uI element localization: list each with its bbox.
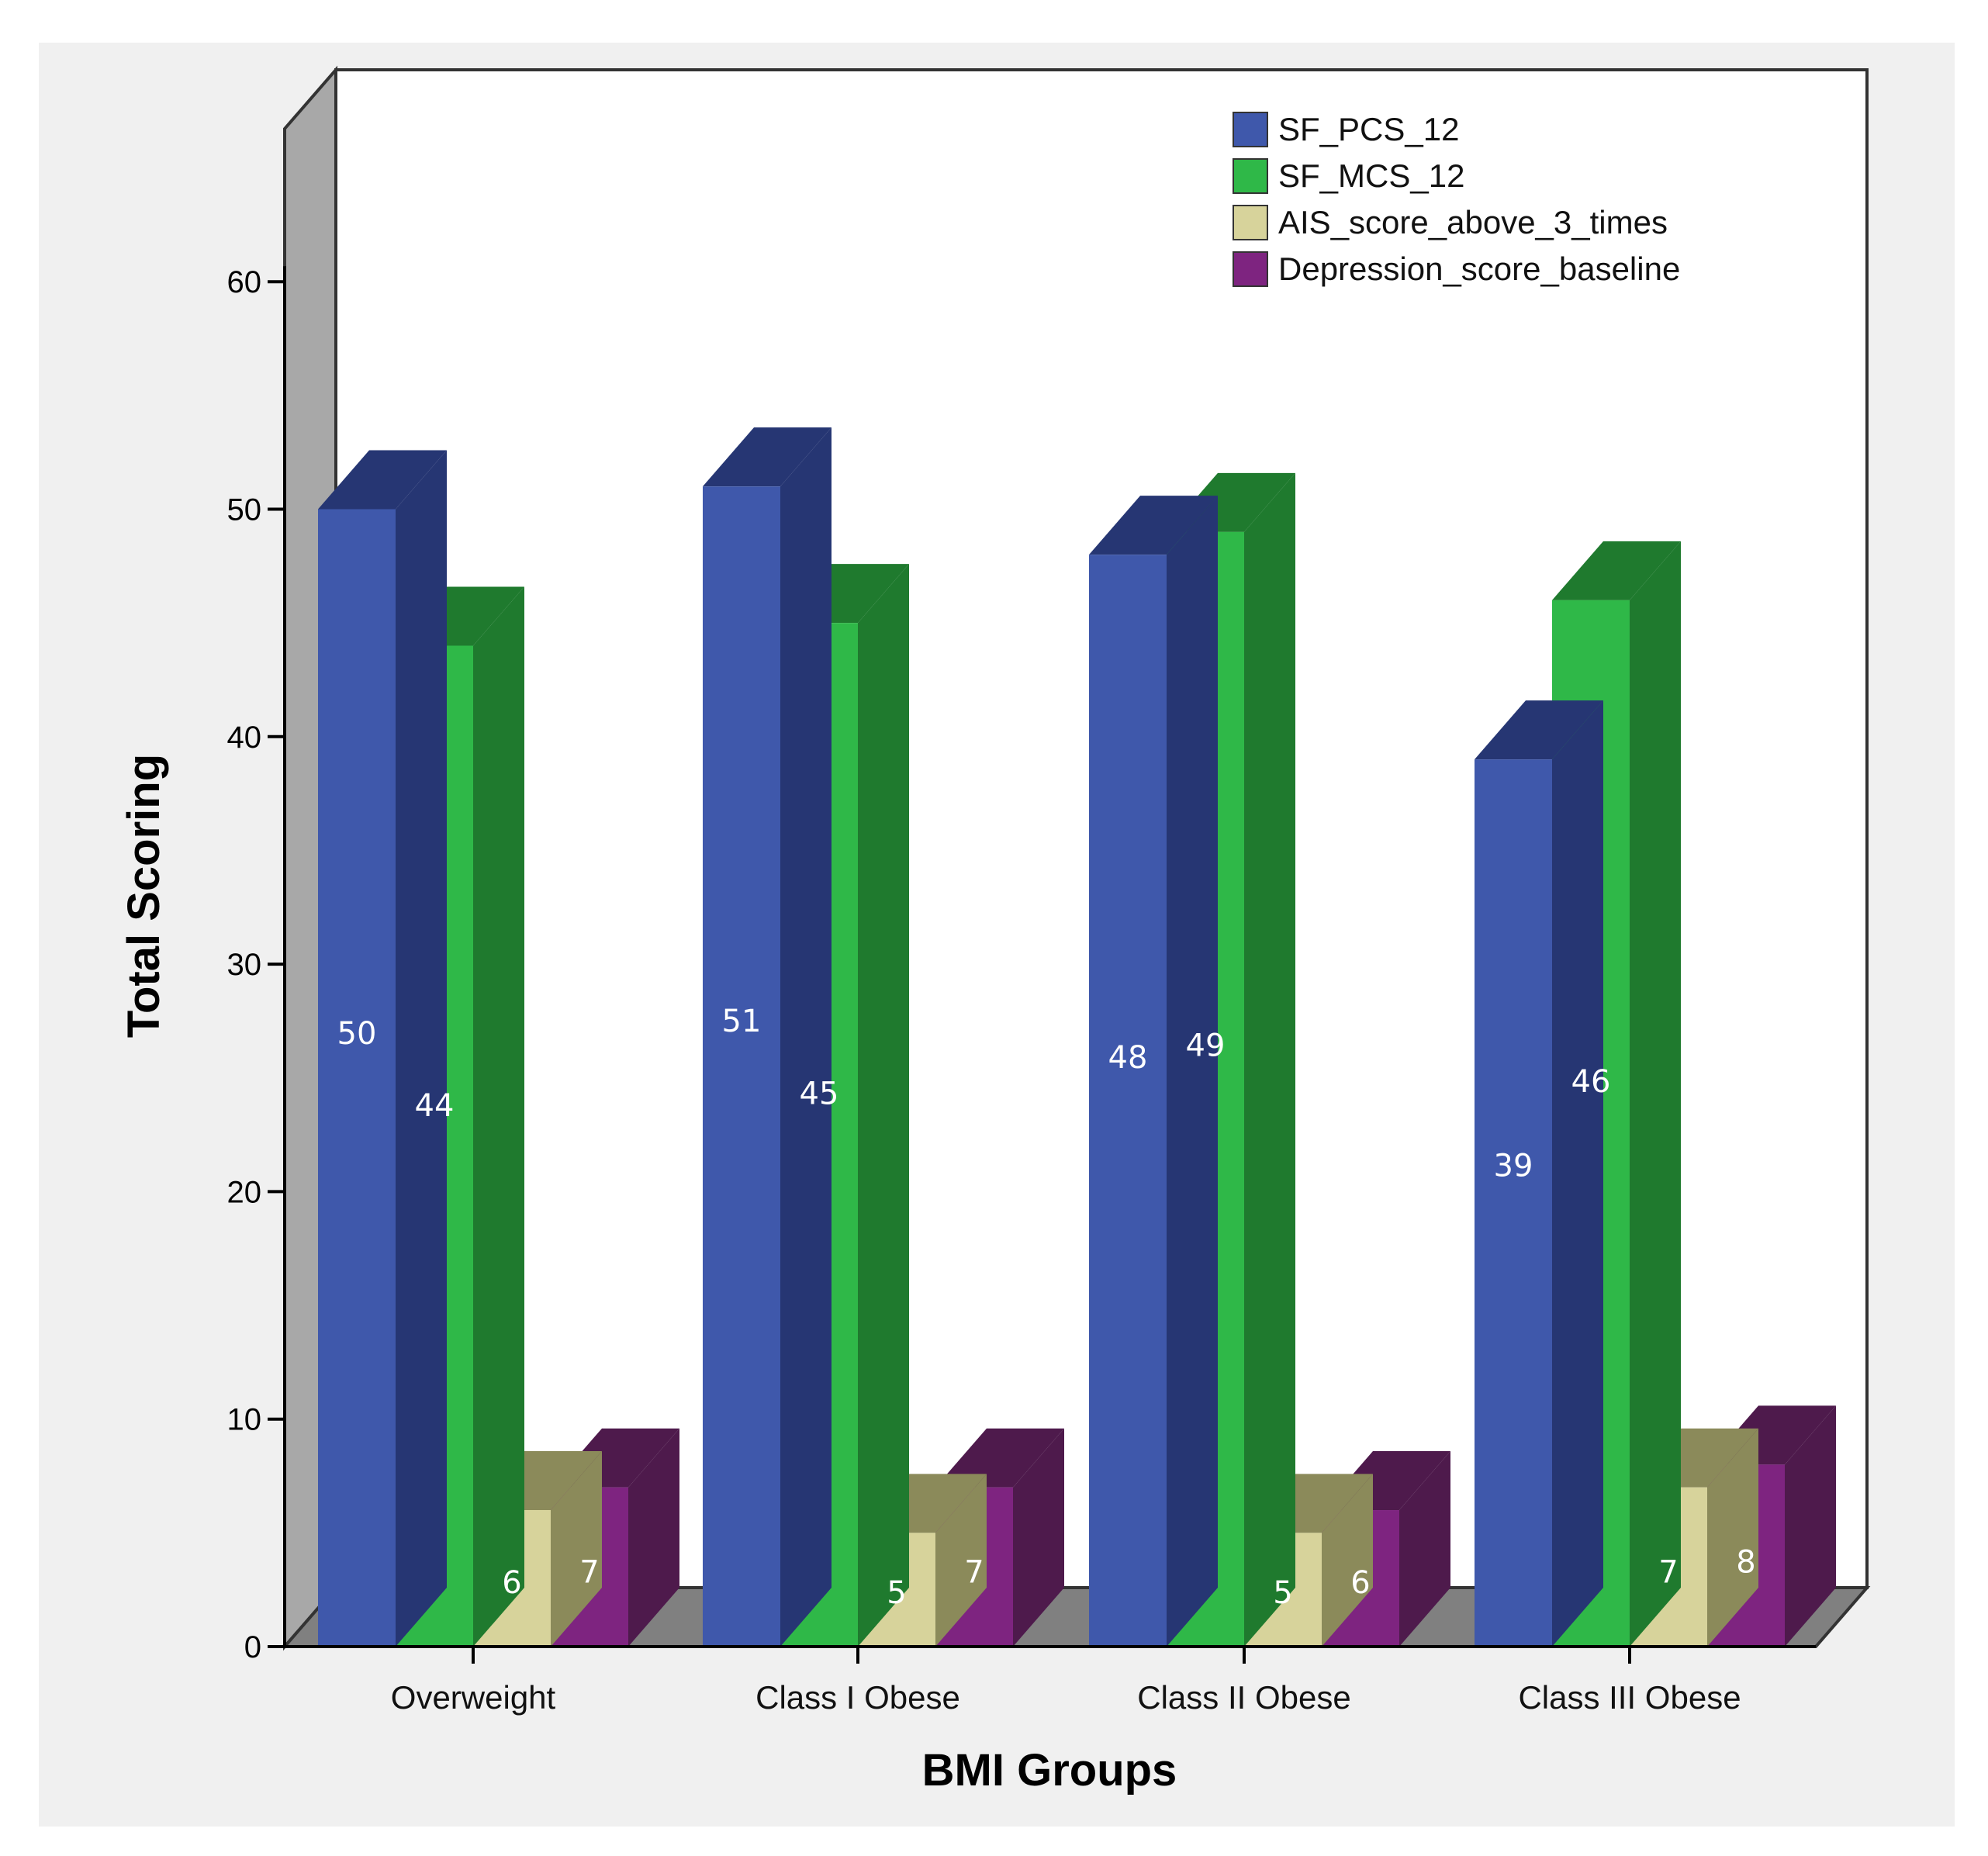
data-label: 7 (1658, 1555, 1678, 1591)
x-tick-label: Class III Obese (1518, 1679, 1741, 1716)
bar-side-face (1013, 1428, 1064, 1647)
bar-side-face (1552, 700, 1603, 1647)
bar-front-face (1089, 555, 1167, 1647)
legend-label: Depression_score_baseline (1278, 251, 1680, 287)
data-label: 6 (502, 1565, 521, 1601)
legend-label: SF_MCS_12 (1278, 157, 1464, 194)
bar-side-face (396, 450, 447, 1647)
y-tick-label: 50 (227, 493, 262, 527)
y-tick-label: 20 (227, 1175, 262, 1209)
bar-side-face (858, 564, 909, 1647)
bar-side-face (1244, 472, 1295, 1647)
bar-top-face (1089, 496, 1218, 555)
bar-side-face (935, 1474, 987, 1647)
y-axis-title: Total Scoring (119, 754, 169, 1038)
bar-side-face (1399, 1451, 1450, 1647)
data-label: 39 (1494, 1149, 1533, 1184)
data-label: 7 (579, 1555, 599, 1591)
data-label: 8 (1736, 1544, 1755, 1580)
bar-side-face (551, 1451, 602, 1647)
bar-top-face (1552, 541, 1681, 600)
legend-swatch (1233, 112, 1268, 147)
bar-side-face (628, 1428, 679, 1647)
data-label: 5 (887, 1575, 906, 1611)
data-label: 48 (1108, 1040, 1148, 1076)
bar-side-face (1167, 496, 1218, 1647)
bar-side-face (1785, 1405, 1836, 1647)
legend: SF_PCS_12 SF_MCS_12 AIS_score_above_3_time… (1233, 111, 1680, 287)
bar-front-face (703, 486, 780, 1647)
legend-swatch (1233, 205, 1268, 240)
x-axis: Overweight Class I Obese Class II Obese Cla… (285, 1645, 1816, 1716)
bar (318, 450, 447, 1647)
x-tick-label: Overweight (391, 1679, 556, 1716)
bar-side-face (1630, 541, 1681, 1647)
bar-top-face (703, 427, 832, 487)
y-axis: 0 10 20 30 40 50 60 (227, 265, 286, 1664)
data-label: 45 (800, 1076, 839, 1111)
bar (703, 427, 832, 1647)
y-tick-label: 60 (227, 265, 262, 299)
bar-front-face (318, 509, 396, 1647)
bar-side-face (473, 586, 524, 1647)
bar-front-face (1475, 759, 1552, 1647)
y-tick-label: 40 (227, 721, 262, 755)
bar-top-face (935, 1428, 1064, 1488)
x-axis-title: BMI Groups (922, 1745, 1177, 1796)
bar-top-face (318, 450, 447, 510)
bar-side-face (1707, 1428, 1758, 1647)
bar-side-face (780, 427, 832, 1647)
legend-label: AIS_score_above_3_times (1278, 204, 1668, 240)
bar (1089, 496, 1218, 1647)
data-label: 7 (964, 1555, 984, 1591)
bar-side-face (1322, 1474, 1373, 1647)
y-tick-label: 0 (244, 1630, 261, 1664)
y-tick-label: 30 (227, 948, 262, 982)
data-label: 44 (415, 1088, 455, 1124)
legend-swatch (1233, 158, 1268, 194)
data-label: 46 (1571, 1064, 1611, 1100)
data-label: 6 (1350, 1565, 1370, 1601)
data-label: 50 (337, 1016, 377, 1052)
bar-top-face (1475, 700, 1603, 760)
bar-group: 50 44 6 7 51 45 5 7 48 49 5 6 39 46 7 8 (318, 427, 1836, 1647)
data-label: 5 (1273, 1575, 1292, 1611)
legend-label: SF_PCS_12 (1278, 111, 1459, 147)
data-label: 49 (1186, 1028, 1226, 1063)
bar (1475, 700, 1603, 1647)
y-tick-label: 10 (227, 1403, 262, 1437)
x-tick-label: Class II Obese (1137, 1679, 1350, 1716)
data-label: 51 (722, 1004, 762, 1039)
legend-swatch (1233, 251, 1268, 287)
x-tick-label: Class I Obese (755, 1679, 960, 1716)
